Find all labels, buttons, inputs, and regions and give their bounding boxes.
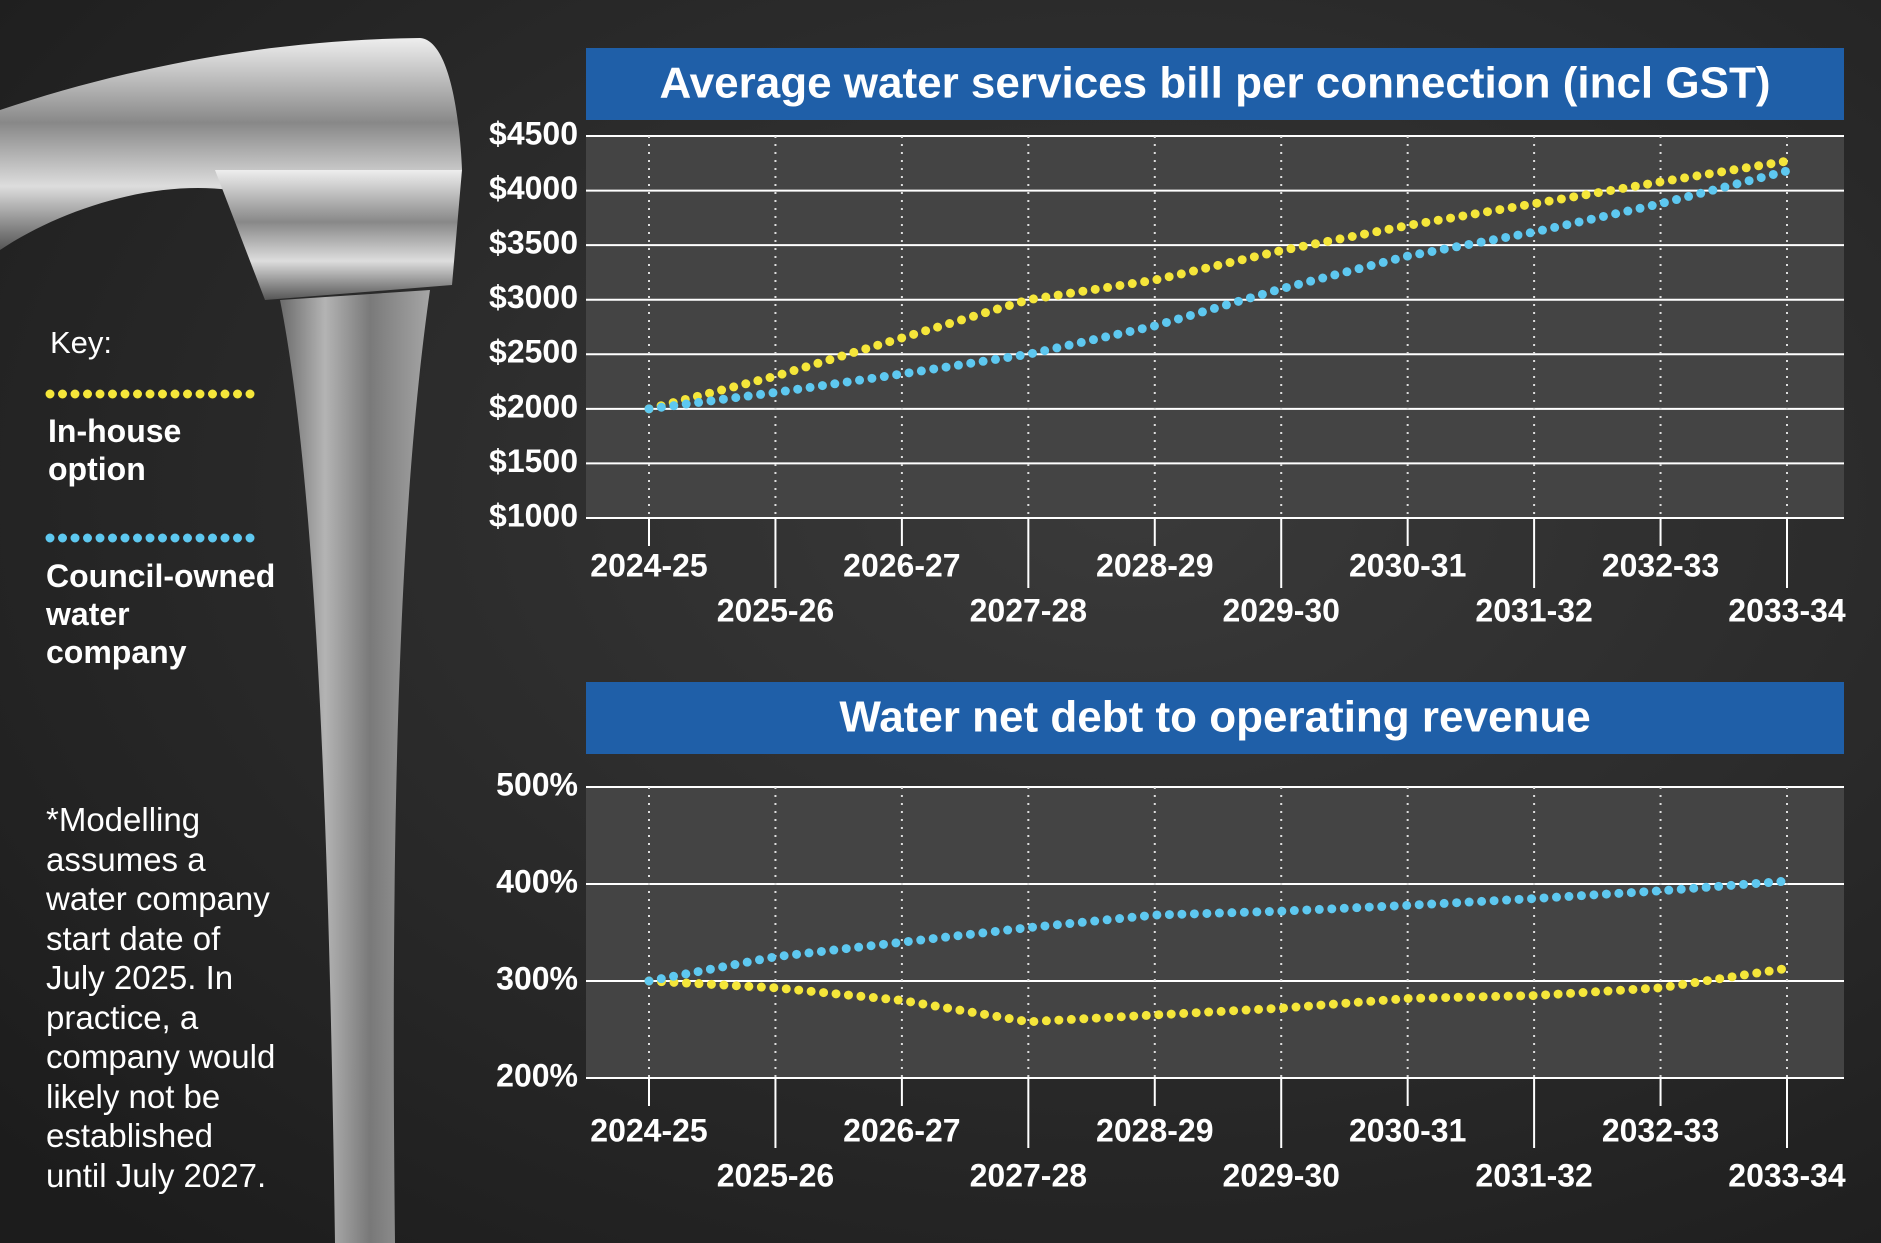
x-tick-label: 2027-28 — [970, 592, 1087, 628]
y-tick-label: 300% — [496, 960, 578, 996]
y-tick-label: 500% — [496, 766, 578, 802]
x-tick-label: 2033-34 — [1728, 1157, 1846, 1193]
y-tick-label: $4000 — [489, 170, 578, 206]
x-tick-label: 2024-25 — [590, 1112, 707, 1148]
x-tick-label: 2030-31 — [1349, 547, 1466, 583]
x-tick-label: 2026-27 — [843, 1112, 960, 1148]
x-tick-label: 2030-31 — [1349, 1112, 1466, 1148]
x-tick-label: 2026-27 — [843, 547, 960, 583]
y-tick-label: $3000 — [489, 279, 578, 315]
plot-area — [586, 787, 1844, 1078]
title-bar — [586, 48, 1844, 120]
x-tick-label: 2025-26 — [717, 592, 834, 628]
x-tick-label: 2029-30 — [1223, 592, 1340, 628]
faucet-nozzle — [215, 170, 462, 300]
x-tick-label: 2028-29 — [1096, 547, 1213, 583]
title-bar — [586, 682, 1844, 754]
x-tick-label: 2025-26 — [717, 1157, 834, 1193]
x-tick-label: 2029-30 — [1223, 1157, 1340, 1193]
chart-title: Water net debt to operating revenue — [839, 693, 1590, 742]
y-tick-label: $2500 — [489, 334, 578, 370]
legend-label: In-house option — [48, 413, 182, 487]
x-tick-label: 2024-25 — [590, 547, 707, 583]
faucet-spout — [0, 38, 462, 250]
data-line — [644, 876, 1792, 986]
legend-label: Council-owned water company — [46, 558, 276, 670]
chart-title: Average water services bill per connecti… — [660, 59, 1771, 108]
x-tick-label: 2027-28 — [970, 1157, 1087, 1193]
x-tick-label: 2031-32 — [1475, 592, 1592, 628]
note: *Modelling assumes a water company start… — [46, 801, 276, 1194]
x-tick-label: 2031-32 — [1475, 1157, 1592, 1193]
y-tick-label: $3500 — [489, 225, 578, 261]
y-tick-label: $2000 — [489, 388, 578, 424]
y-tick-label: $1000 — [489, 497, 578, 533]
plot-area — [586, 136, 1844, 518]
y-tick-label: $1500 — [489, 443, 578, 479]
x-tick-label: 2032-33 — [1602, 1112, 1719, 1148]
y-tick-label: 400% — [496, 863, 578, 899]
x-tick-label: 2032-33 — [1602, 547, 1719, 583]
data-line — [644, 166, 1792, 414]
x-tick-label: 2028-29 — [1096, 1112, 1213, 1148]
key-title: Key: — [50, 325, 113, 360]
data-line — [644, 156, 1792, 414]
water-stream — [280, 290, 430, 1243]
data-line — [644, 963, 1792, 1027]
y-tick-label: $4500 — [489, 115, 578, 151]
y-tick-label: 200% — [496, 1057, 578, 1093]
x-tick-label: 2033-34 — [1728, 592, 1846, 628]
